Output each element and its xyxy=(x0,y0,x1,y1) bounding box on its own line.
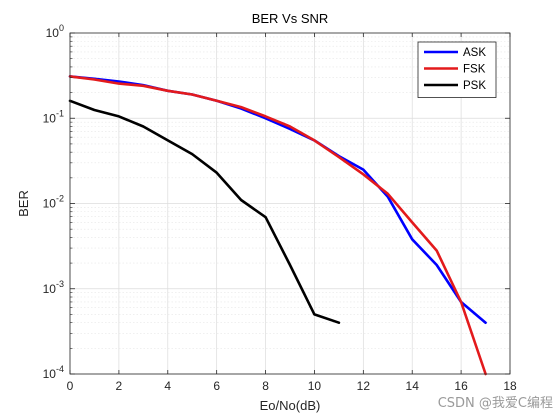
legend-label-psk: PSK xyxy=(463,80,486,92)
y-tick-label: 100 xyxy=(46,23,64,40)
x-tick-label: 18 xyxy=(503,379,517,393)
series-line-fsk xyxy=(68,75,487,376)
x-tick-label: 16 xyxy=(454,379,468,393)
series-lines xyxy=(68,75,487,376)
chart-title: BER Vs SNR xyxy=(252,11,329,26)
watermark: CSDN @我爱C编程 xyxy=(437,396,553,411)
x-tick-label: 8 xyxy=(262,379,269,393)
y-tick-label: 10-3 xyxy=(43,279,64,296)
x-tick-label: 12 xyxy=(357,379,371,393)
y-tick-label: 10-4 xyxy=(43,364,64,381)
x-tick-label: 2 xyxy=(116,379,123,393)
x-tick-label: 10 xyxy=(308,379,322,393)
series-line-psk xyxy=(68,99,341,325)
x-tick-label: 4 xyxy=(164,379,171,393)
legend: ASK FSK PSK xyxy=(417,41,497,98)
x-tick-label: 14 xyxy=(406,379,420,393)
x-tick-label: 0 xyxy=(67,379,74,393)
legend-label-fsk: FSK xyxy=(463,64,486,76)
y-axis-title: BER xyxy=(16,190,31,217)
ticks: 0 2 4 6 8 10 12 14 16 18 100 10-1 10-2 10-3 10-4 xyxy=(43,23,517,393)
y-tick-label: 10-1 xyxy=(43,108,64,125)
y-tick-label: 10-2 xyxy=(43,194,64,211)
legend-label-ask: ASK xyxy=(463,47,486,59)
x-axis-title: Eo/No(dB) xyxy=(260,398,321,413)
x-tick-label: 6 xyxy=(213,379,220,393)
